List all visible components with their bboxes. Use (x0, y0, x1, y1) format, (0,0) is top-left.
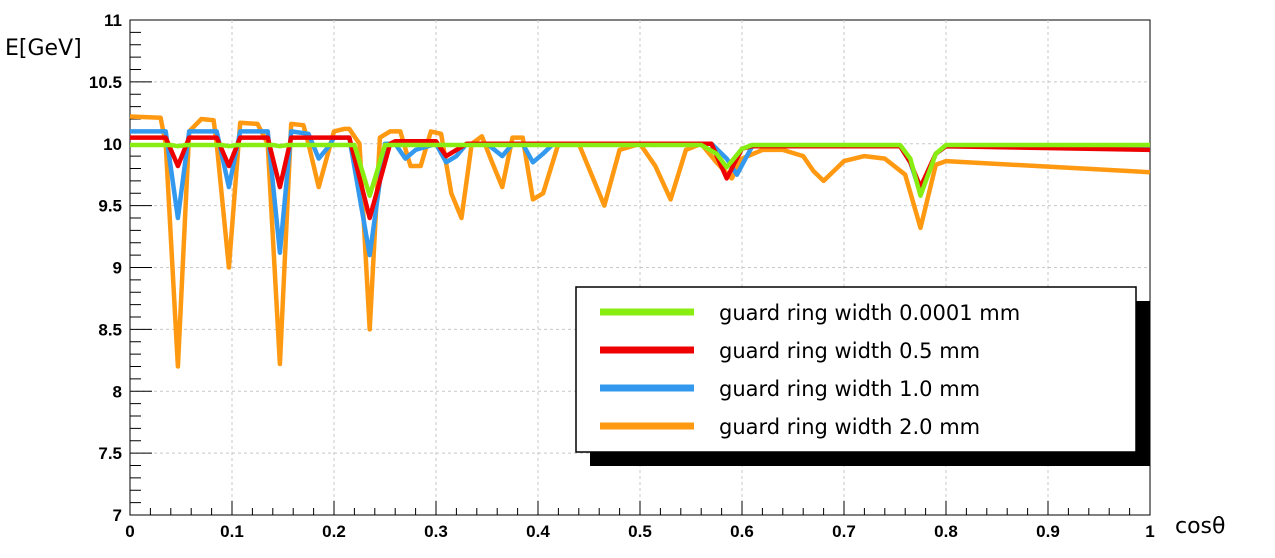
legend: guard ring width 0.0001 mm guard ring wid… (575, 286, 1150, 466)
x-tick-label: 0.7 (832, 522, 856, 541)
y-tick-label: 7 (113, 506, 122, 525)
y-tick-label: 9 (113, 259, 122, 278)
x-tick-label: 0.4 (526, 522, 550, 541)
x-tick-label: 0.5 (628, 522, 652, 541)
x-tick-label: 0.2 (322, 522, 346, 541)
x-tick-label: 0.9 (1036, 522, 1060, 541)
legend-label: guard ring width 2.0 mm (719, 415, 980, 439)
x-tick-label: 0.3 (424, 522, 448, 541)
x-tick-label: 0.8 (934, 522, 958, 541)
legend-label: guard ring width 1.0 mm (719, 377, 980, 401)
y-tick-label: 10 (103, 135, 122, 154)
x-tick-label: 1 (1145, 522, 1154, 541)
series-lines (129, 114, 1151, 369)
y-axis-ticks: 7 7.5 8 8.5 9 9.5 10 10.5 11 (89, 11, 122, 525)
series-line (130, 142, 1150, 198)
y-tick-label: 8.5 (98, 320, 122, 339)
y-tick-label: 10.5 (89, 73, 122, 92)
legend-label: guard ring width 0.0001 mm (719, 301, 1020, 325)
x-axis-title: cosθ (1175, 514, 1225, 539)
y-tick-label: 9.5 (98, 197, 122, 216)
x-axis-ticks: 0 0.1 0.2 0.3 0.4 0.5 0.6 0.7 0.8 0.9 1 (125, 522, 1154, 541)
x-tick-label: 0.6 (730, 522, 754, 541)
legend-label: guard ring width 0.5 mm (719, 339, 980, 363)
y-axis-title: E[GeV] (5, 36, 82, 61)
y-tick-label: 8 (113, 382, 122, 401)
y-tick-label: 7.5 (98, 444, 122, 463)
axes (129, 19, 1151, 516)
x-tick-label: 0 (125, 522, 134, 541)
y-tick-label: 11 (104, 11, 122, 30)
x-tick-label: 0.1 (220, 522, 244, 541)
